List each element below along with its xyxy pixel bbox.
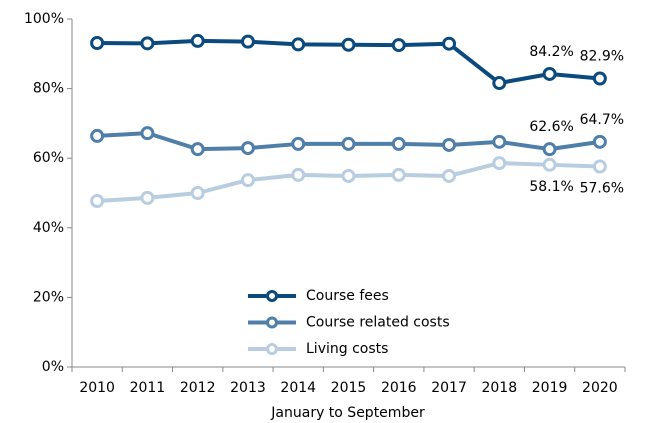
point [240, 173, 255, 188]
point [492, 134, 507, 149]
data-label: 82.9% [580, 49, 624, 65]
y-tick-label: 80% [33, 81, 64, 97]
x-tick-label: 2018 [481, 380, 517, 396]
x-axis-label: January to September [270, 405, 425, 421]
point [492, 76, 507, 91]
data-label: 58.1% [529, 179, 573, 195]
point [442, 36, 457, 51]
point [492, 156, 507, 171]
x-tick-label: 2020 [582, 380, 618, 396]
point [90, 128, 105, 143]
x-tick-label: 2013 [230, 380, 266, 396]
point [341, 168, 356, 183]
legend-marker [266, 343, 278, 355]
point [592, 159, 607, 174]
x-tick-label: 2015 [331, 380, 367, 396]
point [90, 36, 105, 51]
point [341, 136, 356, 151]
point [592, 134, 607, 149]
y-tick-label: 0% [42, 359, 64, 375]
point [90, 194, 105, 209]
point [140, 190, 155, 205]
x-tick-label: 2011 [130, 380, 166, 396]
point [291, 37, 306, 52]
x-tick-label: 2016 [381, 380, 417, 396]
point [542, 142, 557, 157]
point [391, 167, 406, 182]
point [190, 186, 205, 200]
point [190, 33, 205, 48]
point [140, 126, 155, 141]
point [442, 168, 457, 183]
x-tick-label: 2017 [431, 380, 467, 396]
y-tick-label: 40% [33, 220, 64, 236]
point [140, 36, 155, 51]
x-tick-label: 2010 [79, 380, 115, 396]
point [240, 34, 255, 49]
data-label: 57.6% [580, 181, 624, 197]
legend-marker [266, 316, 278, 329]
point [341, 37, 356, 52]
legend-marker [266, 290, 278, 302]
data-label: 84.2% [529, 44, 573, 60]
point [542, 66, 557, 81]
point [190, 142, 205, 157]
point [240, 141, 255, 156]
point [391, 38, 406, 53]
point [542, 157, 557, 172]
y-tick-label: 20% [33, 289, 64, 305]
data-label: 64.7% [580, 112, 624, 128]
x-tick-label: 2012 [180, 380, 216, 396]
point [291, 136, 306, 151]
point [592, 71, 607, 86]
point [442, 137, 457, 152]
x-tick-label: 2014 [280, 380, 316, 396]
point [291, 167, 306, 182]
y-tick-label: 60% [33, 150, 64, 166]
legend-label: Living costs [306, 341, 388, 357]
legend-label: Course fees [306, 288, 389, 304]
x-tick-label: 2019 [532, 380, 568, 396]
y-tick-label: 100% [24, 11, 64, 27]
point [391, 136, 406, 151]
legend-label: Course related costs [306, 315, 450, 331]
data-label: 62.6% [529, 119, 573, 135]
